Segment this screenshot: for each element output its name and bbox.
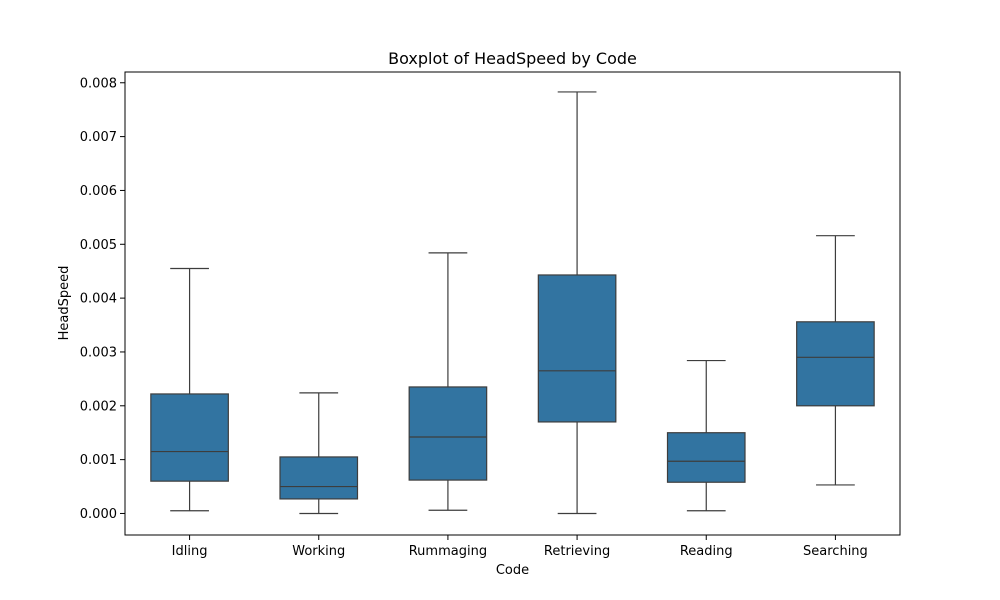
y-tick-label: 0.003 xyxy=(80,345,117,360)
plot-frame xyxy=(124,71,901,536)
iqr-box xyxy=(537,274,617,423)
y-tick-label: 0.007 xyxy=(80,130,117,145)
x-axis: Idling Working Rummaging Retrieving Reading S… xyxy=(172,535,868,559)
y-axis: 0.000 0.001 0.002 0.003 0.004 0.005 0.006 0.007… xyxy=(80,76,125,522)
iqr-box xyxy=(796,321,875,407)
y-tick-label: 0.006 xyxy=(80,184,117,199)
y-tick-label: 0.008 xyxy=(80,76,117,91)
chart-title: Boxplot of HeadSpeed by Code xyxy=(388,49,637,68)
y-axis-label: HeadSpeed xyxy=(57,266,72,341)
x-tick-label: Working xyxy=(292,544,345,559)
x-tick-label: Rummaging xyxy=(409,544,487,559)
x-tick-label: Searching xyxy=(803,544,868,559)
iqr-box xyxy=(408,386,488,481)
iqr-box xyxy=(666,432,746,483)
y-tick-label: 0.004 xyxy=(80,292,117,307)
box-rummaging xyxy=(408,252,488,511)
plot-area xyxy=(124,71,901,536)
x-axis-label: Code xyxy=(496,563,529,578)
x-tick-label: Idling xyxy=(172,544,208,559)
y-tick-label: 0.002 xyxy=(80,399,117,414)
box-idling xyxy=(150,267,229,512)
y-tick-label: 0.000 xyxy=(80,507,117,522)
box-reading xyxy=(666,359,746,512)
x-tick-label: Retrieving xyxy=(544,544,610,559)
box-working xyxy=(279,392,359,515)
y-tick-label: 0.001 xyxy=(80,453,117,468)
box-retrieving xyxy=(537,91,617,515)
x-tick-label: Reading xyxy=(680,544,733,559)
box-searching xyxy=(796,235,875,486)
y-tick-label: 0.005 xyxy=(80,238,117,253)
iqr-box xyxy=(279,456,359,500)
iqr-box xyxy=(150,393,229,482)
